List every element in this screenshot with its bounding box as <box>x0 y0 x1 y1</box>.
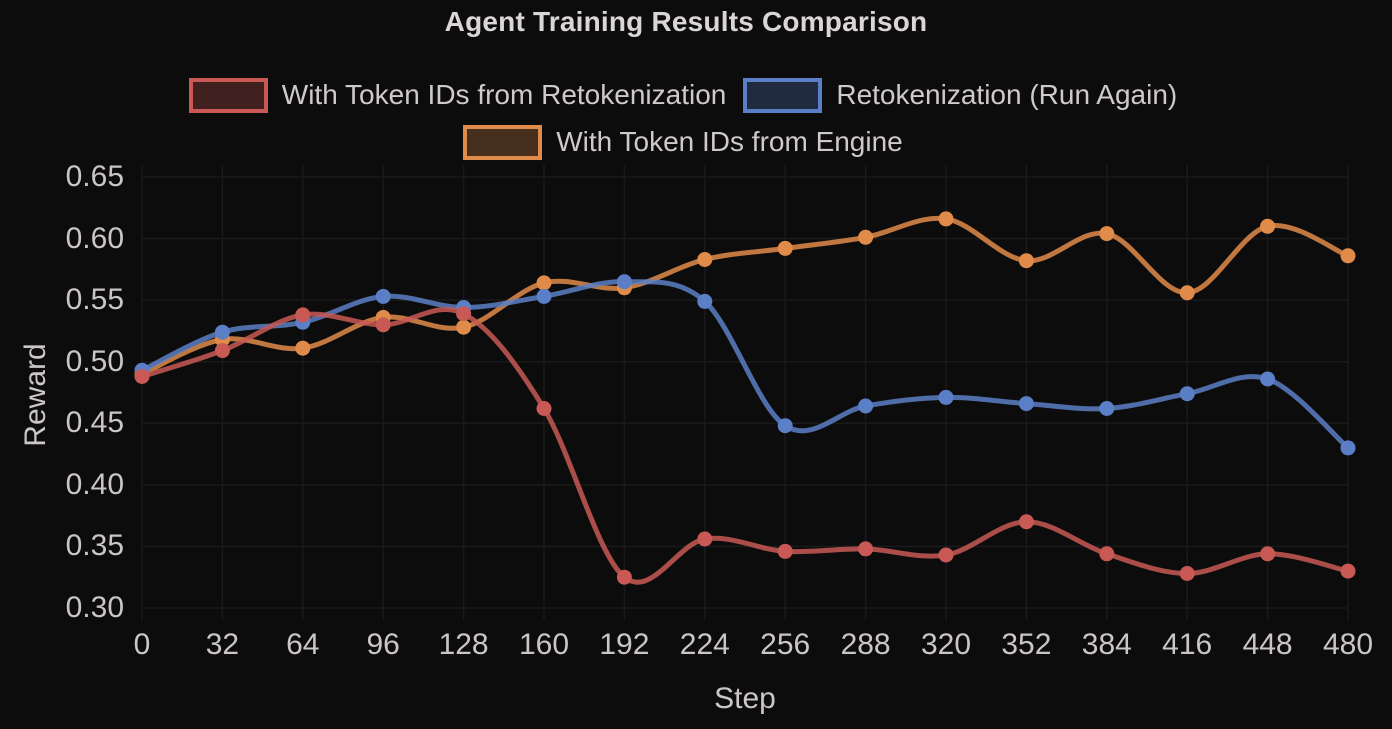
x-tick-label: 96 <box>366 628 400 661</box>
x-tick-label: 384 <box>1081 628 1132 661</box>
y-tick-label: 0.40 <box>65 467 124 501</box>
data-point-retokenization-run-again-step-32[interactable] <box>214 324 230 340</box>
data-point-retokenization-run-again-step-320[interactable] <box>938 389 954 405</box>
y-tick-label: 0.65 <box>65 160 124 193</box>
legend-swatch-orange <box>463 124 543 160</box>
legend-row-1: With Token IDs from Retokenization Retok… <box>188 77 1177 113</box>
y-tick-label: 0.50 <box>65 344 124 378</box>
legend-swatch-red <box>188 77 268 113</box>
data-point-with-token-ids-from-retokenization-step-128[interactable] <box>456 306 472 322</box>
data-point-with-token-ids-from-retokenization-step-0[interactable] <box>134 369 150 384</box>
data-point-retokenization-run-again-step-480[interactable] <box>1340 440 1356 456</box>
x-tick-label: 160 <box>518 628 570 661</box>
data-point-retokenization-run-again-step-352[interactable] <box>1018 396 1034 412</box>
data-point-with-token-ids-from-retokenization-step-224[interactable] <box>697 531 713 547</box>
data-point-with-token-ids-from-engine-step-128[interactable] <box>456 319 472 335</box>
data-point-with-token-ids-from-retokenization-step-288[interactable] <box>858 541 874 557</box>
legend: With Token IDs from Retokenization Retok… <box>0 77 1366 160</box>
series-line-retokenization-run-again <box>139 279 1351 451</box>
x-tick-label: 64 <box>286 628 320 661</box>
data-point-with-token-ids-from-retokenization-step-448[interactable] <box>1260 546 1276 562</box>
x-tick-label: 288 <box>840 628 891 661</box>
data-point-with-token-ids-from-retokenization-step-352[interactable] <box>1018 514 1034 530</box>
data-point-with-token-ids-from-retokenization-step-160[interactable] <box>536 401 552 416</box>
gridlines <box>141 165 1349 620</box>
x-tick-label: 256 <box>760 628 811 661</box>
y-tick-label: 0.55 <box>65 283 124 317</box>
data-point-retokenization-run-again-step-256[interactable] <box>777 418 793 434</box>
data-point-with-token-ids-from-engine-step-64[interactable] <box>295 340 311 356</box>
data-point-with-token-ids-from-engine-step-160[interactable] <box>536 275 552 291</box>
y-tick-label: 0.60 <box>65 221 124 255</box>
data-point-with-token-ids-from-engine-step-384[interactable] <box>1099 226 1115 242</box>
legend-swatch-blue <box>743 77 823 113</box>
x-tick-label: 320 <box>920 628 972 661</box>
data-point-with-token-ids-from-retokenization-step-192[interactable] <box>616 569 632 585</box>
data-point-with-token-ids-from-engine-step-256[interactable] <box>777 240 793 256</box>
legend-label: With Token IDs from Engine <box>556 126 903 157</box>
legend-item-retokenization-run-again[interactable]: Retokenization (Run Again) <box>743 77 1177 113</box>
data-point-retokenization-run-again-step-448[interactable] <box>1260 371 1276 387</box>
x-tick-label: 448 <box>1242 628 1293 661</box>
data-point-with-token-ids-from-engine-step-224[interactable] <box>697 252 713 267</box>
data-point-retokenization-run-again-step-416[interactable] <box>1179 386 1195 402</box>
legend-item-with-token-ids-from-engine[interactable]: With Token IDs from Engine <box>463 124 903 160</box>
data-point-retokenization-run-again-step-384[interactable] <box>1099 401 1115 416</box>
series-with-token-ids-from-retokenization <box>134 306 1356 585</box>
series-line-with-token-ids-from-retokenization <box>139 306 1351 585</box>
series-line-with-token-ids-from-engine <box>139 215 1351 377</box>
y-tick-label: 0.35 <box>65 529 124 563</box>
x-tick-label: 192 <box>599 628 650 661</box>
data-point-with-token-ids-from-retokenization-step-416[interactable] <box>1179 566 1195 581</box>
x-tick-label: 352 <box>1001 628 1052 661</box>
data-point-with-token-ids-from-retokenization-step-480[interactable] <box>1340 563 1356 579</box>
x-tick-label: 224 <box>679 628 730 661</box>
legend-label: With Token IDs from Retokenization <box>281 79 727 110</box>
data-point-with-token-ids-from-retokenization-step-384[interactable] <box>1099 546 1115 562</box>
series-with-token-ids-from-engine <box>134 211 1356 382</box>
data-point-retokenization-run-again-step-96[interactable] <box>375 288 391 304</box>
data-point-with-token-ids-from-retokenization-step-64[interactable] <box>295 307 311 323</box>
data-point-with-token-ids-from-engine-step-480[interactable] <box>1340 248 1356 264</box>
chart-title: Agent Training Results Comparison <box>444 6 928 37</box>
data-point-with-token-ids-from-engine-step-448[interactable] <box>1260 218 1276 234</box>
x-axis-label: Step <box>714 682 776 715</box>
x-tick-label: 128 <box>438 628 489 661</box>
data-point-with-token-ids-from-engine-step-320[interactable] <box>938 211 954 227</box>
data-point-with-token-ids-from-engine-step-288[interactable] <box>858 229 874 245</box>
data-point-with-token-ids-from-retokenization-step-320[interactable] <box>938 547 954 563</box>
data-point-retokenization-run-again-step-224[interactable] <box>697 293 713 309</box>
series-retokenization-run-again <box>134 274 1356 456</box>
legend-label: Retokenization (Run Again) <box>836 79 1178 110</box>
data-point-with-token-ids-from-retokenization-step-32[interactable] <box>214 343 230 359</box>
data-point-retokenization-run-again-step-160[interactable] <box>536 288 552 304</box>
legend-row-2: With Token IDs from Engine <box>463 124 903 160</box>
x-tick-label: 0 <box>133 628 151 661</box>
data-point-with-token-ids-from-engine-step-416[interactable] <box>1179 285 1195 301</box>
y-tick-label: 0.45 <box>65 406 124 440</box>
data-point-retokenization-run-again-step-192[interactable] <box>616 274 632 290</box>
data-point-with-token-ids-from-retokenization-step-256[interactable] <box>777 543 793 559</box>
y-tick-label: 0.30 <box>65 591 124 624</box>
x-tick-label: 480 <box>1322 628 1374 661</box>
x-tick-label: 416 <box>1162 628 1213 661</box>
data-point-retokenization-run-again-step-288[interactable] <box>858 398 874 414</box>
data-point-with-token-ids-from-engine-step-352[interactable] <box>1018 253 1034 269</box>
legend-item-with-token-ids-from-retokenization[interactable]: With Token IDs from Retokenization <box>188 77 727 113</box>
data-point-with-token-ids-from-retokenization-step-96[interactable] <box>375 317 391 333</box>
x-tick-label: 32 <box>205 628 240 661</box>
